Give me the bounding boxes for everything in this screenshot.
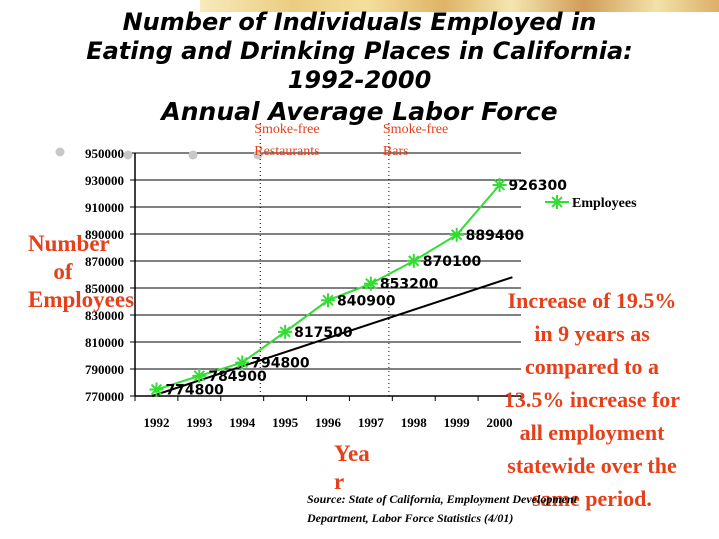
event-label: Restaurants <box>254 144 319 159</box>
note-line-7: same period. <box>532 486 652 511</box>
x-tick-label: 1999 <box>444 415 471 430</box>
x-tick-label: 1996 <box>315 415 342 430</box>
y-tick-label: 890000 <box>85 227 124 242</box>
x-axis-label: Yea r <box>334 440 394 496</box>
data-point-marker <box>492 177 507 192</box>
decorative-banner <box>200 0 719 12</box>
data-point-marker <box>278 324 293 339</box>
marker-stroke <box>322 294 334 306</box>
x-tick-label: 1998 <box>401 415 428 430</box>
y-tick-label: 810000 <box>85 335 124 350</box>
marker-stroke <box>193 370 205 382</box>
marker-stroke <box>236 356 248 369</box>
data-label: 817500 <box>294 325 353 341</box>
data-point-marker <box>363 276 378 291</box>
source-citation: Source: State of California, Employment … <box>307 490 707 528</box>
marker-stroke <box>279 326 291 338</box>
y-tick-label: 870000 <box>85 254 124 269</box>
note-line-5: all employment <box>519 420 665 445</box>
y-axis-label: Number of Employees <box>28 230 135 314</box>
series-line <box>156 184 501 391</box>
event-label: Smoke-free <box>383 122 448 137</box>
event-label: Smoke-free <box>254 122 319 137</box>
note-line-4: 13.5% increase for <box>503 387 681 412</box>
data-label: 926300 <box>509 178 568 194</box>
bullet-dot <box>55 147 65 157</box>
x-tick-label: 1994 <box>229 415 256 430</box>
marker-stroke <box>451 229 463 241</box>
title-line-2: Eating and Drinking Places in California… <box>86 37 633 65</box>
trend-line <box>151 276 513 397</box>
x-tick-label: 1993 <box>186 415 213 430</box>
note-line-3: compared to a <box>524 354 660 379</box>
chart-title: Number of Individuals Employed in Eating… <box>0 8 719 95</box>
x-tick-label: 1995 <box>272 415 299 430</box>
marker-stroke <box>408 255 420 267</box>
note-line-1: Increase of 19.5% <box>507 288 677 313</box>
bullet-dot <box>253 150 263 160</box>
chart-subtitle: Annual Average Labor Force <box>161 97 558 126</box>
y-tick-label: 910000 <box>85 200 124 215</box>
data-label: 794800 <box>251 356 310 372</box>
data-label: 840900 <box>337 293 396 309</box>
marker-stroke <box>365 278 377 290</box>
source-line-2: Department, Labor Force Statistics (4/01… <box>307 511 514 525</box>
data-label: 889400 <box>466 228 525 244</box>
bullet-dot <box>123 150 133 160</box>
y-axis-label-line-1: Number of <box>28 231 110 284</box>
data-point-marker <box>235 355 250 370</box>
data-label: 853200 <box>380 277 439 293</box>
x-tick-label: 2000 <box>487 415 513 430</box>
data-point-marker <box>149 382 164 397</box>
title-line-3: 1992-2000 <box>287 66 432 94</box>
y-tick-label: 850000 <box>85 281 124 296</box>
marker-stroke <box>150 383 163 396</box>
y-tick-label: 830000 <box>85 308 124 323</box>
x-tick-label: 1992 <box>143 415 169 430</box>
x-tick-label: 1997 <box>358 415 385 430</box>
event-label: Bars <box>383 144 409 159</box>
y-tick-label: 770000 <box>85 389 124 404</box>
data-label: 870100 <box>423 254 482 270</box>
note-line-2: in 9 years as <box>534 321 650 346</box>
x-axis-label-line-2: r <box>334 469 345 494</box>
data-label: 784900 <box>208 369 267 385</box>
data-label: 774800 <box>165 383 224 399</box>
y-tick-label: 790000 <box>85 362 124 377</box>
data-point-marker <box>406 253 421 268</box>
marker-stroke <box>493 179 506 191</box>
title-line-1: Number of Individuals Employed in <box>122 8 597 36</box>
data-point-marker <box>449 227 464 242</box>
x-axis-label-line-1: Yea <box>334 441 370 466</box>
data-point-marker <box>321 293 335 308</box>
bullet-dot <box>188 150 198 160</box>
y-tick-label: 950000 <box>85 146 124 161</box>
comparison-note: Increase of 19.5% in 9 years as compared… <box>472 284 712 515</box>
source-line-1: Source: State of California, Employment … <box>307 492 577 506</box>
note-line-6: statewide over the <box>507 453 677 478</box>
legend-label: Employees <box>572 196 637 211</box>
y-tick-label: 930000 <box>85 173 124 188</box>
data-point-marker <box>192 368 207 383</box>
y-axis-label-line-2: Employees <box>28 287 135 312</box>
